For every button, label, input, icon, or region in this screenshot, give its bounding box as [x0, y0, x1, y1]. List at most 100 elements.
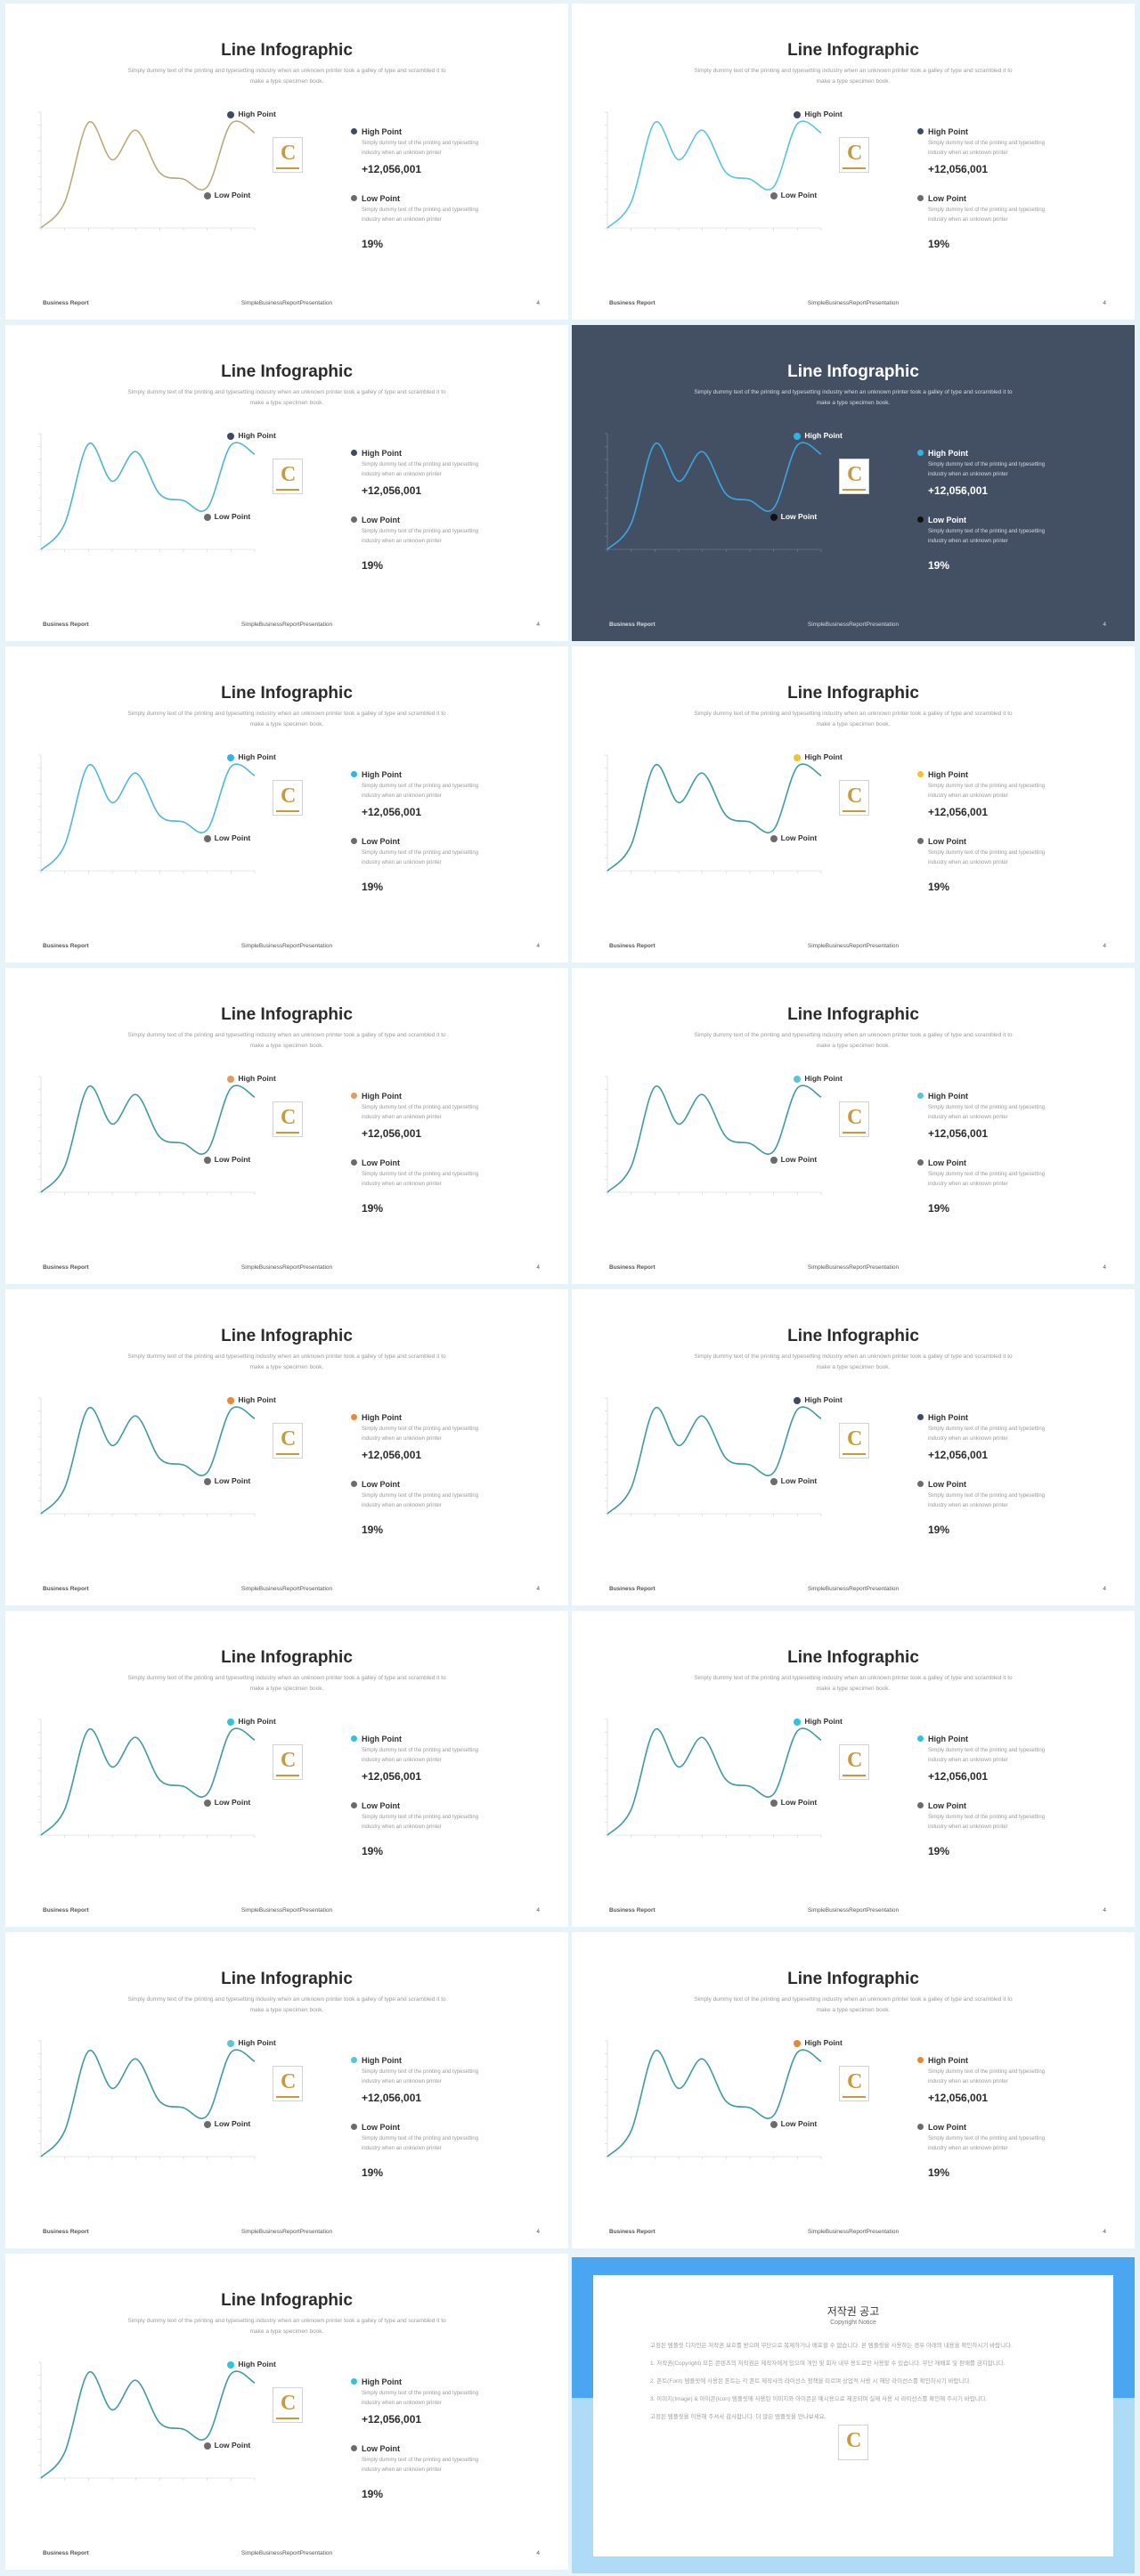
slide-subtitle: Simply dummy text of the printing and ty…	[694, 1353, 1013, 1370]
low-point-marker	[203, 191, 211, 199]
value-figure: +12,056,001	[928, 163, 989, 175]
footer-left: Business Report	[609, 943, 656, 949]
low-point-marker	[770, 191, 778, 199]
logo-letter: C	[847, 2070, 863, 2093]
high-point-description: Simply dummy text of the printing and ty…	[362, 141, 479, 156]
slide: Line Infographic Simply dummy text of the…	[5, 4, 568, 320]
low-point-heading-text: Low Point	[928, 194, 966, 203]
low-point-dot-icon	[917, 516, 924, 523]
low-point-dot-icon	[917, 195, 924, 201]
series-line	[40, 763, 256, 872]
line-chart	[605, 1397, 822, 1516]
low-point-heading: Low Point	[351, 2122, 493, 2133]
slide-footer: Business Report SimpleBusinessReportPrese…	[572, 943, 1135, 952]
logo-letter: C	[281, 1106, 297, 1129]
slide-footer: Business Report SimpleBusinessReportPrese…	[572, 1264, 1135, 1273]
footer-left: Business Report	[43, 1586, 89, 1592]
low-point-description: Simply dummy text of the printing and ty…	[928, 529, 1046, 544]
low-point-label: Low Point	[214, 1475, 251, 1485]
series-line	[40, 2370, 256, 2479]
high-point-marker	[227, 433, 235, 440]
logo-letter: C	[847, 142, 863, 165]
slide-title: Line Infographic	[787, 41, 919, 60]
high-point-label: High Point	[238, 1074, 276, 1083]
slide-subtitle: Simply dummy text of the printing and ty…	[127, 68, 446, 85]
slide-subtitle: Simply dummy text of the printing and ty…	[127, 1996, 446, 2013]
low-point-marker	[203, 1799, 211, 1807]
high-point-heading: High Point	[917, 1734, 1060, 1744]
high-point-marker	[794, 1076, 802, 1083]
value-figure: +12,056,001	[362, 806, 422, 818]
percent-figure: 19%	[362, 238, 384, 250]
low-point-dot-icon	[351, 838, 357, 844]
footer-left: Business Report	[43, 300, 89, 306]
high-point-label: High Point	[238, 2360, 276, 2369]
high-point-label: High Point	[238, 1717, 276, 1726]
slide-subtitle: Simply dummy text of the printing and ty…	[694, 389, 1013, 406]
footer-center: SimpleBusinessReportPresentation	[807, 1264, 900, 1271]
slide-title: Line Infographic	[221, 362, 353, 381]
series-line	[607, 1727, 822, 1836]
high-point-marker	[794, 2040, 802, 2047]
footer-center: SimpleBusinessReportPresentation	[807, 1586, 900, 1592]
high-point-heading: High Point	[351, 769, 493, 780]
high-point-heading-text: High Point	[362, 2056, 402, 2065]
logo-bar	[843, 1453, 866, 1455]
logo-icon: C	[839, 1744, 869, 1780]
slide-subtitle: Simply dummy text of the printing and ty…	[127, 1032, 446, 1049]
low-point-label: Low Point	[780, 511, 818, 521]
slide-subtitle: Simply dummy text of the printing and ty…	[694, 1032, 1013, 1049]
low-point-block: Low Point Simply dummy text of the printi…	[351, 1158, 493, 1215]
logo-bar	[276, 1453, 299, 1455]
footer-center: SimpleBusinessReportPresentation	[240, 1264, 333, 1271]
high-point-description: Simply dummy text of the printing and ty…	[362, 1426, 479, 1442]
logo-icon: C	[838, 2425, 868, 2460]
series-line	[607, 120, 822, 229]
footer-left: Business Report	[609, 1264, 656, 1271]
logo-icon: C	[839, 137, 869, 173]
high-point-label: High Point	[238, 431, 276, 440]
value-figure: +12,056,001	[928, 1127, 989, 1140]
logo-icon: C	[839, 2066, 869, 2101]
high-point-heading-text: High Point	[362, 1735, 402, 1743]
low-point-heading-text: Low Point	[928, 837, 966, 846]
low-point-heading-text: Low Point	[362, 194, 400, 203]
logo-icon: C	[839, 780, 869, 816]
logo-icon: C	[273, 1744, 303, 1780]
logo-bar	[276, 810, 299, 812]
slide-subtitle: Simply dummy text of the printing and ty…	[694, 711, 1013, 727]
high-point-description: Simply dummy text of the printing and ty…	[928, 1105, 1046, 1120]
high-point-heading: High Point	[351, 1734, 493, 1744]
info-panel: High Point Simply dummy text of the print…	[917, 126, 1060, 250]
footer-left: Business Report	[43, 1264, 89, 1271]
slide: Line Infographic Simply dummy text of the…	[5, 1289, 568, 1605]
low-point-description: Simply dummy text of the printing and ty…	[362, 529, 479, 544]
low-point-label: Low Point	[780, 190, 818, 199]
value-figure: +12,056,001	[928, 806, 989, 818]
percent-figure: 19%	[362, 559, 384, 572]
low-point-label: Low Point	[214, 1797, 251, 1807]
high-point-marker	[794, 754, 802, 761]
footer-left: Business Report	[43, 943, 89, 949]
high-point-label: High Point	[238, 110, 276, 118]
logo-letter: C	[281, 142, 297, 165]
high-point-marker	[227, 754, 235, 761]
page-number: 4	[536, 2229, 540, 2235]
footer-left: Business Report	[43, 2550, 89, 2556]
slide-footer: Business Report SimpleBusinessReportPrese…	[572, 300, 1135, 309]
low-point-heading: Low Point	[351, 1479, 493, 1490]
low-point-label: Low Point	[214, 2440, 251, 2450]
info-panel: High Point Simply dummy text of the print…	[351, 2377, 493, 2500]
line-chart	[38, 2361, 256, 2481]
info-panel: High Point Simply dummy text of the print…	[351, 769, 493, 893]
high-point-marker	[227, 111, 235, 118]
slide-footer: Business Report SimpleBusinessReportPrese…	[572, 622, 1135, 630]
slide: Line Infographic Simply dummy text of the…	[5, 2254, 568, 2570]
high-point-heading: High Point	[351, 448, 493, 459]
footer-left: Business Report	[609, 622, 656, 628]
slide-footer: Business Report SimpleBusinessReportPrese…	[572, 1907, 1135, 1916]
series-line	[40, 1085, 256, 1193]
logo-icon: C	[273, 459, 303, 494]
value-figure: +12,056,001	[362, 1770, 422, 1783]
page-number: 4	[536, 622, 540, 628]
